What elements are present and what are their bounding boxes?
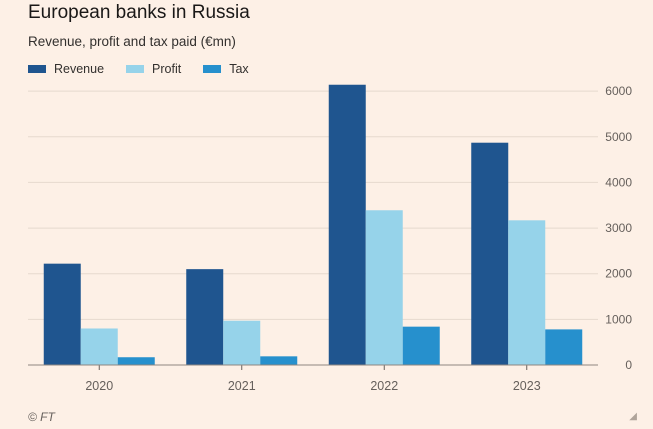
legend-item-profit: Profit bbox=[126, 62, 181, 76]
legend-swatch-tax bbox=[203, 65, 222, 73]
bar-tax-2023 bbox=[545, 329, 583, 365]
bar-tax-2022 bbox=[402, 326, 440, 365]
y-tick-label: 5000 bbox=[605, 130, 632, 144]
resize-handle-icon: ◢ bbox=[629, 411, 637, 422]
bar-revenue-2020 bbox=[43, 263, 81, 365]
legend-item-tax: Tax bbox=[203, 62, 249, 76]
legend-label-tax: Tax bbox=[229, 62, 249, 76]
legend-swatch-profit bbox=[126, 65, 145, 73]
chart-title: European banks in Russia bbox=[28, 2, 250, 23]
legend-swatch-revenue bbox=[28, 65, 46, 73]
x-tick-label: 2020 bbox=[85, 379, 113, 393]
bar-revenue-2022 bbox=[328, 84, 366, 365]
bar-tax-2020 bbox=[117, 357, 155, 365]
bar-profit-2023 bbox=[508, 220, 546, 365]
bar-revenue-2021 bbox=[186, 269, 224, 365]
chart-subtitle: Revenue, profit and tax paid (€mn) bbox=[28, 34, 236, 49]
bar-revenue-2023 bbox=[471, 142, 509, 365]
source-credit: © FT bbox=[28, 410, 55, 424]
legend-item-revenue: Revenue bbox=[28, 62, 104, 76]
bar-profit-2020 bbox=[80, 328, 118, 365]
x-tick-label: 2023 bbox=[513, 379, 541, 393]
y-tick-label: 2000 bbox=[605, 267, 632, 281]
bar-profit-2021 bbox=[223, 320, 261, 365]
y-tick-label: 3000 bbox=[605, 221, 632, 235]
legend: Revenue Profit Tax bbox=[28, 62, 271, 76]
bar-tax-2021 bbox=[260, 356, 298, 365]
legend-label-profit: Profit bbox=[152, 62, 182, 76]
y-tick-label: 1000 bbox=[605, 312, 632, 326]
y-tick-label: 6000 bbox=[605, 84, 632, 98]
x-tick-label: 2022 bbox=[370, 379, 398, 393]
y-tick-label: 4000 bbox=[605, 175, 632, 189]
y-tick-label: 0 bbox=[625, 358, 632, 372]
legend-label-revenue: Revenue bbox=[54, 62, 105, 76]
x-tick-label: 2021 bbox=[228, 379, 256, 393]
bar-profit-2022 bbox=[365, 210, 403, 365]
